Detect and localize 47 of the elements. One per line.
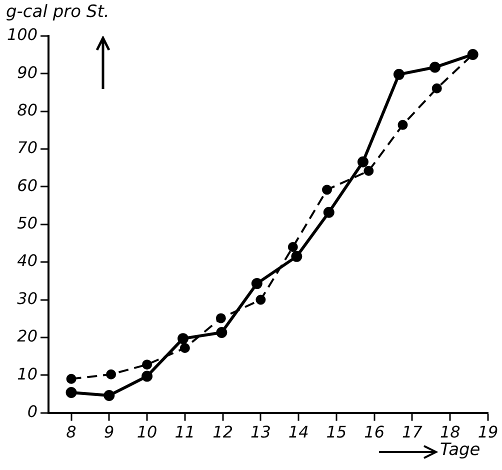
x-tick-label: 18 <box>440 422 460 442</box>
y-tick-label: 40 <box>17 251 38 270</box>
x-tick-label: 11 <box>174 422 196 442</box>
point <box>393 68 404 80</box>
point <box>322 184 332 195</box>
point <box>216 313 226 324</box>
x-tick-label: 10 <box>136 422 158 442</box>
x-tick-label: 15 <box>326 422 347 442</box>
point <box>398 120 408 130</box>
point <box>216 327 228 338</box>
y-tick-label: 20 <box>17 326 38 346</box>
y-tick-label: 80 <box>17 100 38 120</box>
y-tick-label: 0 <box>27 402 38 421</box>
y-tick-label: 50 <box>17 214 38 233</box>
x-tick-label: 13 <box>250 422 271 442</box>
point <box>104 390 115 401</box>
x-tick-label: 12 <box>212 422 233 442</box>
y-tick-label: 30 <box>17 288 38 308</box>
point <box>180 342 190 353</box>
x-tick-label: 9 <box>104 422 114 442</box>
x-tick-label: 14 <box>288 422 309 442</box>
y-tick-label: 10 <box>17 364 38 384</box>
point <box>323 206 334 218</box>
x-tick-label: 19 <box>478 422 498 442</box>
point <box>429 62 440 73</box>
x-tick-label: 16 <box>364 422 385 442</box>
point <box>142 370 153 382</box>
point <box>288 242 298 252</box>
y-axis-title: g-cal pro St. <box>6 2 110 22</box>
point <box>256 294 266 305</box>
point <box>251 278 262 290</box>
point <box>364 166 374 176</box>
point <box>432 83 442 94</box>
point <box>66 374 76 384</box>
y-tick-label: 90 <box>17 62 38 82</box>
y-tick-label: 70 <box>17 138 38 158</box>
point <box>291 250 302 262</box>
x-tick-label: 17 <box>402 422 424 442</box>
point <box>106 369 116 380</box>
x-axis-title: Tage <box>440 440 480 460</box>
point <box>66 386 77 398</box>
y-tick-label: 100 <box>6 25 38 44</box>
y-tick-label: 60 <box>17 176 38 195</box>
point <box>357 156 368 168</box>
point <box>178 333 189 344</box>
x-tick-label: 8 <box>66 422 76 442</box>
point <box>142 360 152 370</box>
